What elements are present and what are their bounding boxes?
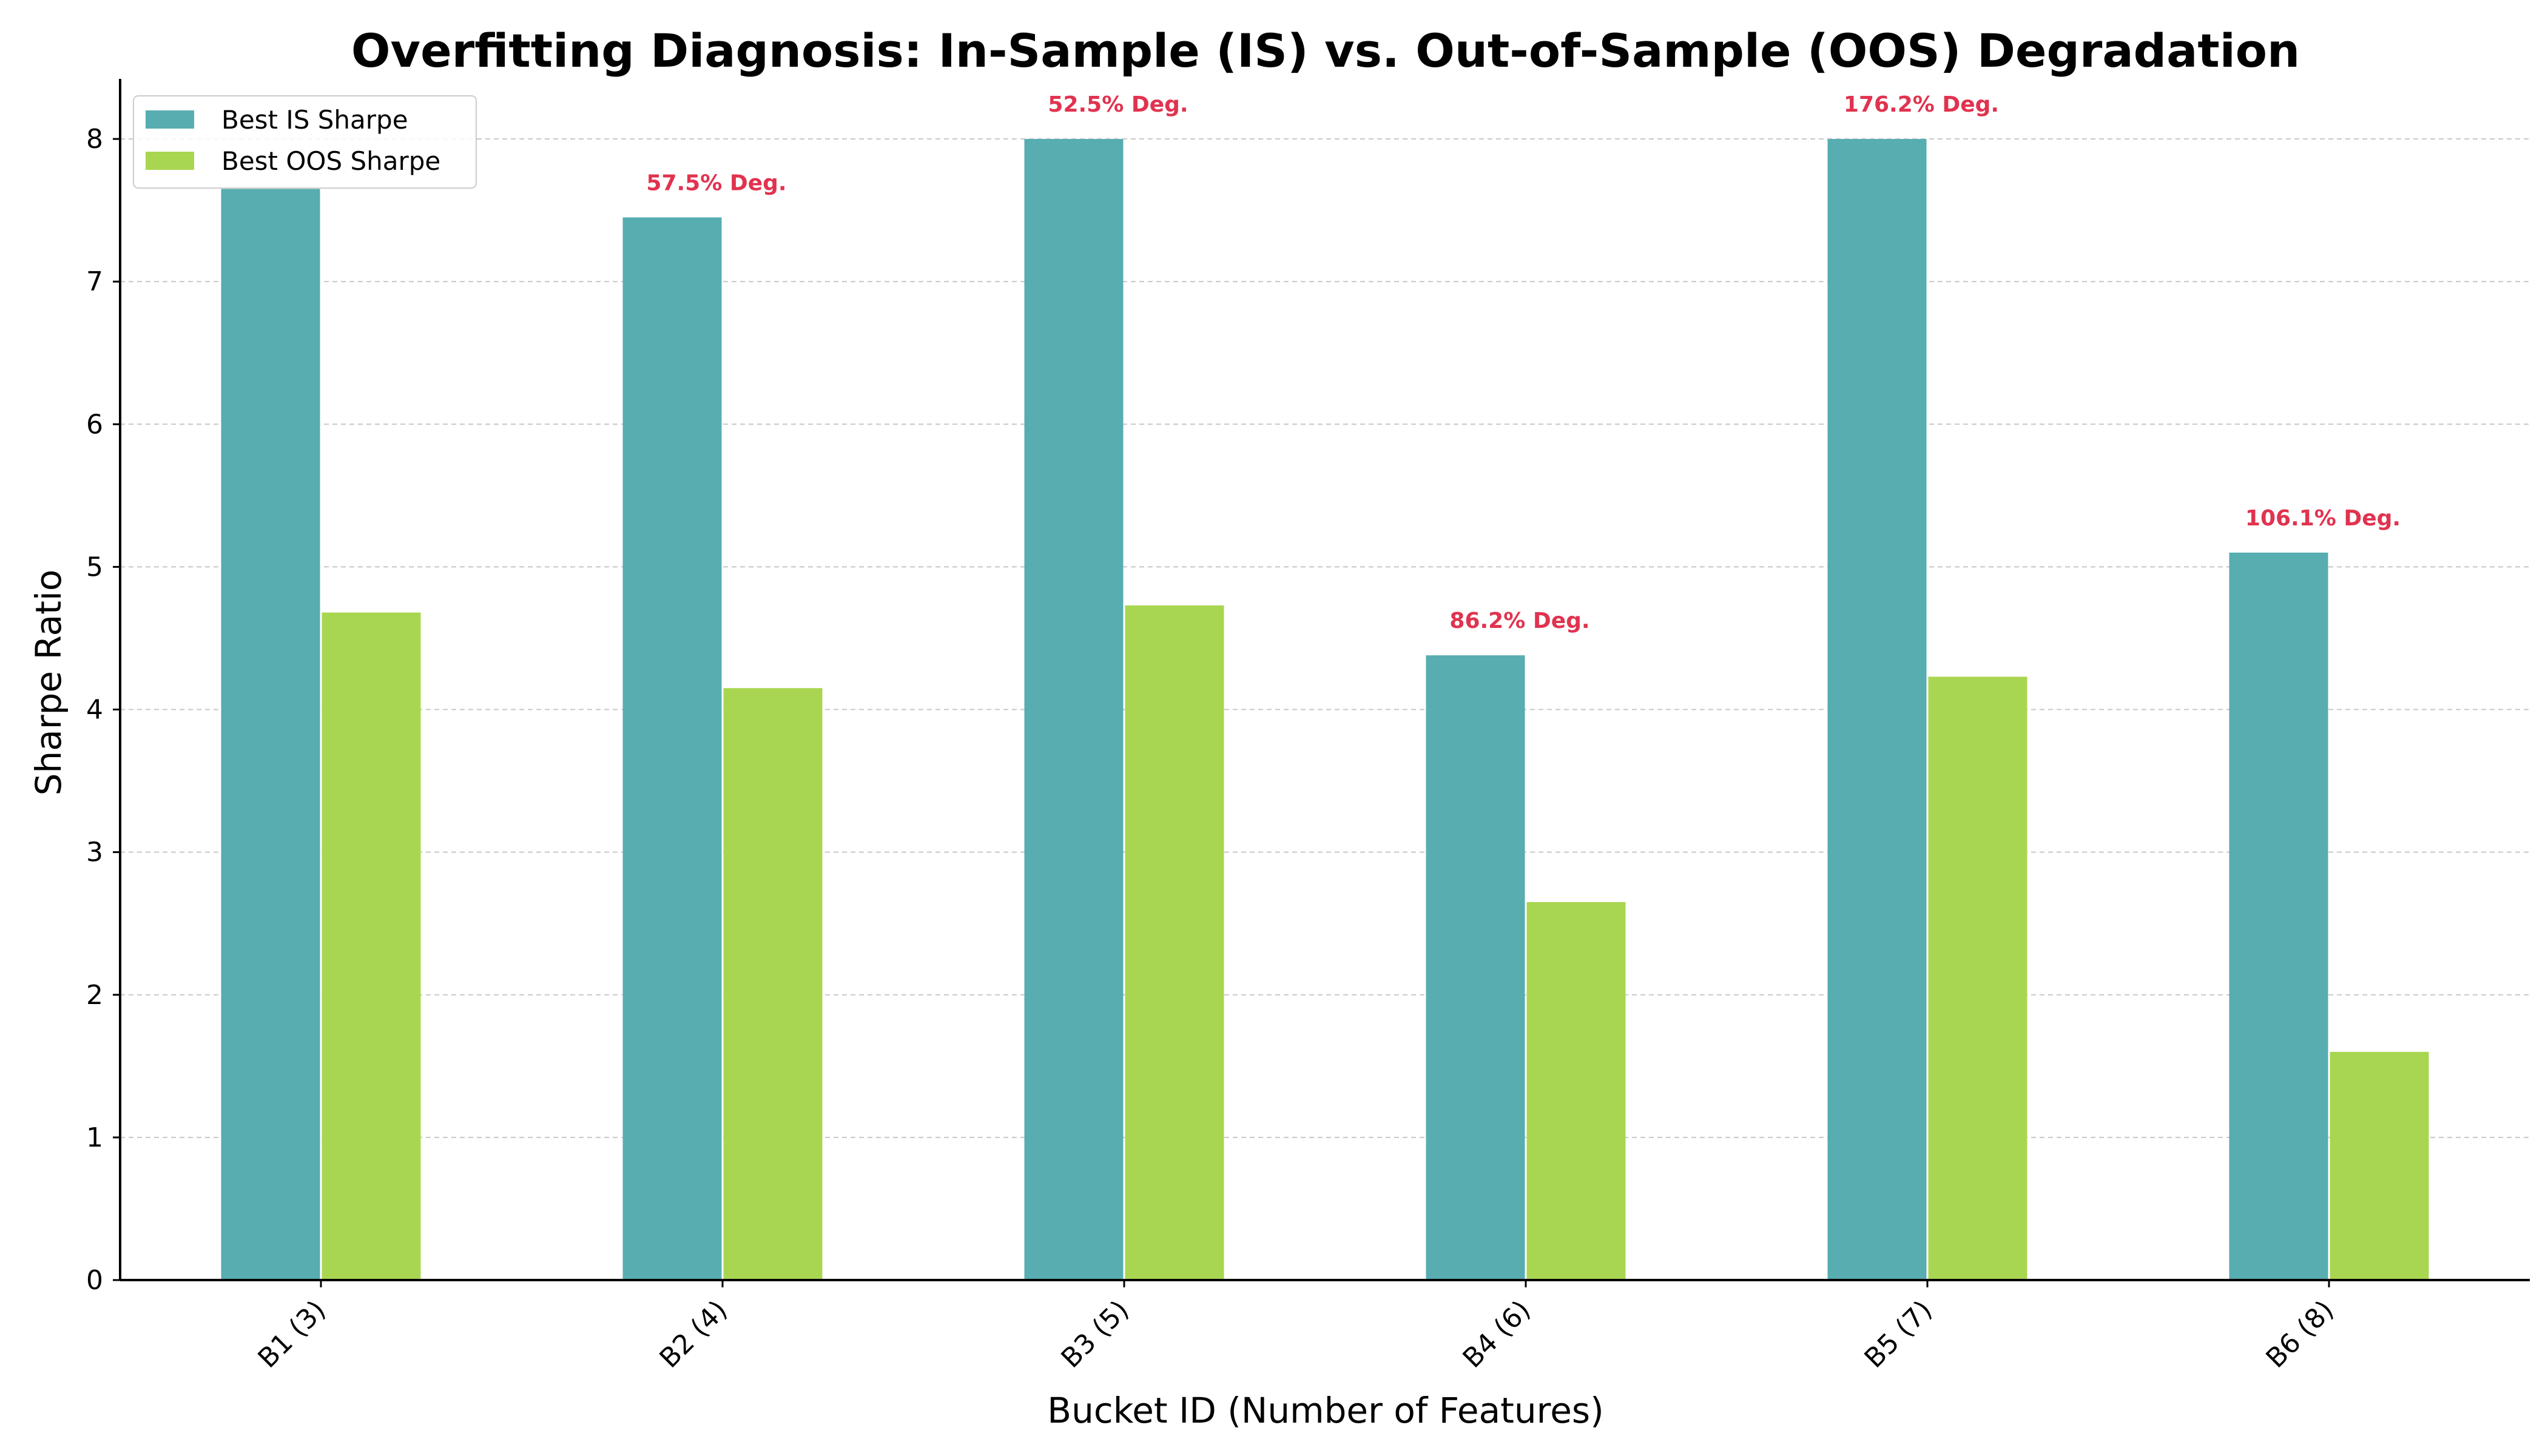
y-tick-label: 7 <box>86 266 103 297</box>
x-tick-label: B1 (3) <box>252 1295 332 1374</box>
bar-oos <box>1928 676 2027 1280</box>
bar-oos <box>1125 605 1224 1280</box>
legend-box <box>133 95 477 189</box>
y-tick-label: 0 <box>86 1265 103 1296</box>
degradation-label: 86.2% Deg. <box>1449 608 1589 633</box>
y-tick-label: 1 <box>86 1122 103 1153</box>
legend-swatch <box>146 110 194 129</box>
degradation-label: 57.5% Deg. <box>646 170 786 195</box>
bars <box>221 139 2429 1281</box>
bar-is <box>1024 139 1124 1281</box>
x-tick-label: B5 (7) <box>1859 1295 1938 1374</box>
y-tick-label: 8 <box>86 124 103 155</box>
chart-title: Overfitting Diagnosis: In-Sample (IS) vs… <box>351 24 2300 78</box>
y-tick-label: 2 <box>86 980 103 1011</box>
x-ticks: B1 (3) B2 (4) B3 (5) B4 (6) B5 (7) B6 (8) <box>252 1280 2340 1374</box>
legend: Best IS Sharpe Best OOS Sharpe <box>133 95 477 189</box>
degradation-label: 176.2% Deg. <box>1844 92 1999 117</box>
y-axis-label: Sharpe Ratio <box>28 570 69 796</box>
degradation-label: 106.1% Deg. <box>2245 506 2401 531</box>
annotations: 57.5% Deg. 52.5% Deg. 86.2% Deg. 176.2% Deg… <box>646 92 2401 633</box>
legend-label: Best OOS Sharpe <box>221 146 440 176</box>
bar-oos <box>322 612 421 1281</box>
legend-label: Best IS Sharpe <box>221 105 408 135</box>
bar-oos <box>2330 1051 2429 1280</box>
y-tick-label: 3 <box>86 837 103 868</box>
y-tick-label: 4 <box>86 695 103 726</box>
axes <box>119 79 2530 1281</box>
x-tick-label: B2 (4) <box>654 1295 733 1374</box>
y-tick-label: 5 <box>86 551 103 582</box>
bar-is <box>1426 655 1525 1280</box>
grid <box>120 138 2530 1138</box>
x-tick-label: B4 (6) <box>1457 1295 1537 1374</box>
bar-is <box>221 189 320 1280</box>
legend-swatch <box>146 152 194 170</box>
x-tick-label: B3 (5) <box>1056 1295 1135 1374</box>
bar-oos <box>1526 902 1626 1280</box>
bar-is <box>1827 139 1927 1281</box>
bar-is <box>2229 552 2328 1281</box>
x-axis-label: Bucket ID (Number of Features) <box>1047 1390 1603 1431</box>
x-tick-label: B6 (8) <box>2260 1295 2340 1374</box>
bar-oos <box>723 688 823 1280</box>
degradation-label: 52.5% Deg. <box>1048 92 1188 117</box>
y-ticks: 0 1 2 3 4 5 6 7 8 <box>86 124 120 1296</box>
bar-is <box>622 217 722 1281</box>
y-tick-label: 6 <box>86 409 103 440</box>
